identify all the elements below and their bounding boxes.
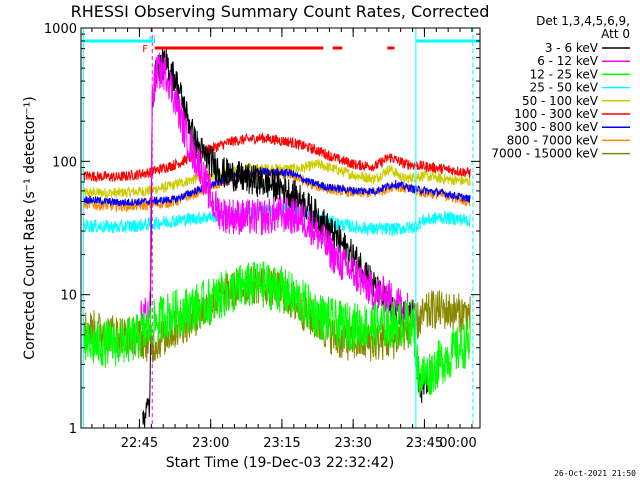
x-axis-label: Start Time (19-Dec-03 22:32:42) [166,455,394,471]
x-tick-label: 23:15 [263,436,300,451]
y-tick-label: 10 [60,289,77,304]
series-line [142,48,429,428]
plot-area: FN [82,28,480,428]
x-tick-label: 23:45 [406,436,443,451]
chart-title: RHESSI Observing Summary Count Rates, Co… [71,2,490,21]
legend-label: 12 - 25 keV [530,67,599,81]
legend-label: 100 - 300 keV [514,107,598,121]
x-tick-label: 23:00 [192,436,229,451]
series-line [139,52,414,331]
legend-label: 25 - 50 keV [530,81,599,95]
series-layer [82,48,471,428]
y-tick-label: 100 [52,155,77,170]
series-line [82,166,471,207]
marker-layer: FN [82,28,480,428]
footer-timestamp: 26-Oct-2021 21:50 [554,469,636,478]
legend-label: 6 - 12 keV [537,54,599,68]
x-tick-label: 23:30 [334,436,371,451]
legend-label: 3 - 6 keV [545,41,599,55]
legend-subheader: Att 0 [601,27,630,41]
y-tick-label: 1 [69,422,77,437]
legend-label: 7000 - 15000 keV [491,147,598,161]
legend-header: Det 1,3,4,5,6,9, [536,14,630,28]
flag-label: N [149,35,156,46]
y-axis: 1 10 100 1000 [44,22,480,437]
series-line [82,132,471,183]
series-line [82,261,471,397]
y-axis-label: Corrected Count Rate (s⁻¹ detector⁻¹) [22,96,38,359]
y-tick-label: 1000 [44,22,77,37]
x-tick-label: 00:00 [439,436,476,451]
flag-label: F [142,44,148,55]
legend-label: 800 - 7000 keV [507,133,599,147]
x-tick-label: 22:45 [121,436,158,451]
legend-label: 50 - 100 keV [522,94,599,108]
series-line [82,159,471,199]
legend-label: 300 - 800 keV [514,120,598,134]
plot-frame [80,27,481,429]
